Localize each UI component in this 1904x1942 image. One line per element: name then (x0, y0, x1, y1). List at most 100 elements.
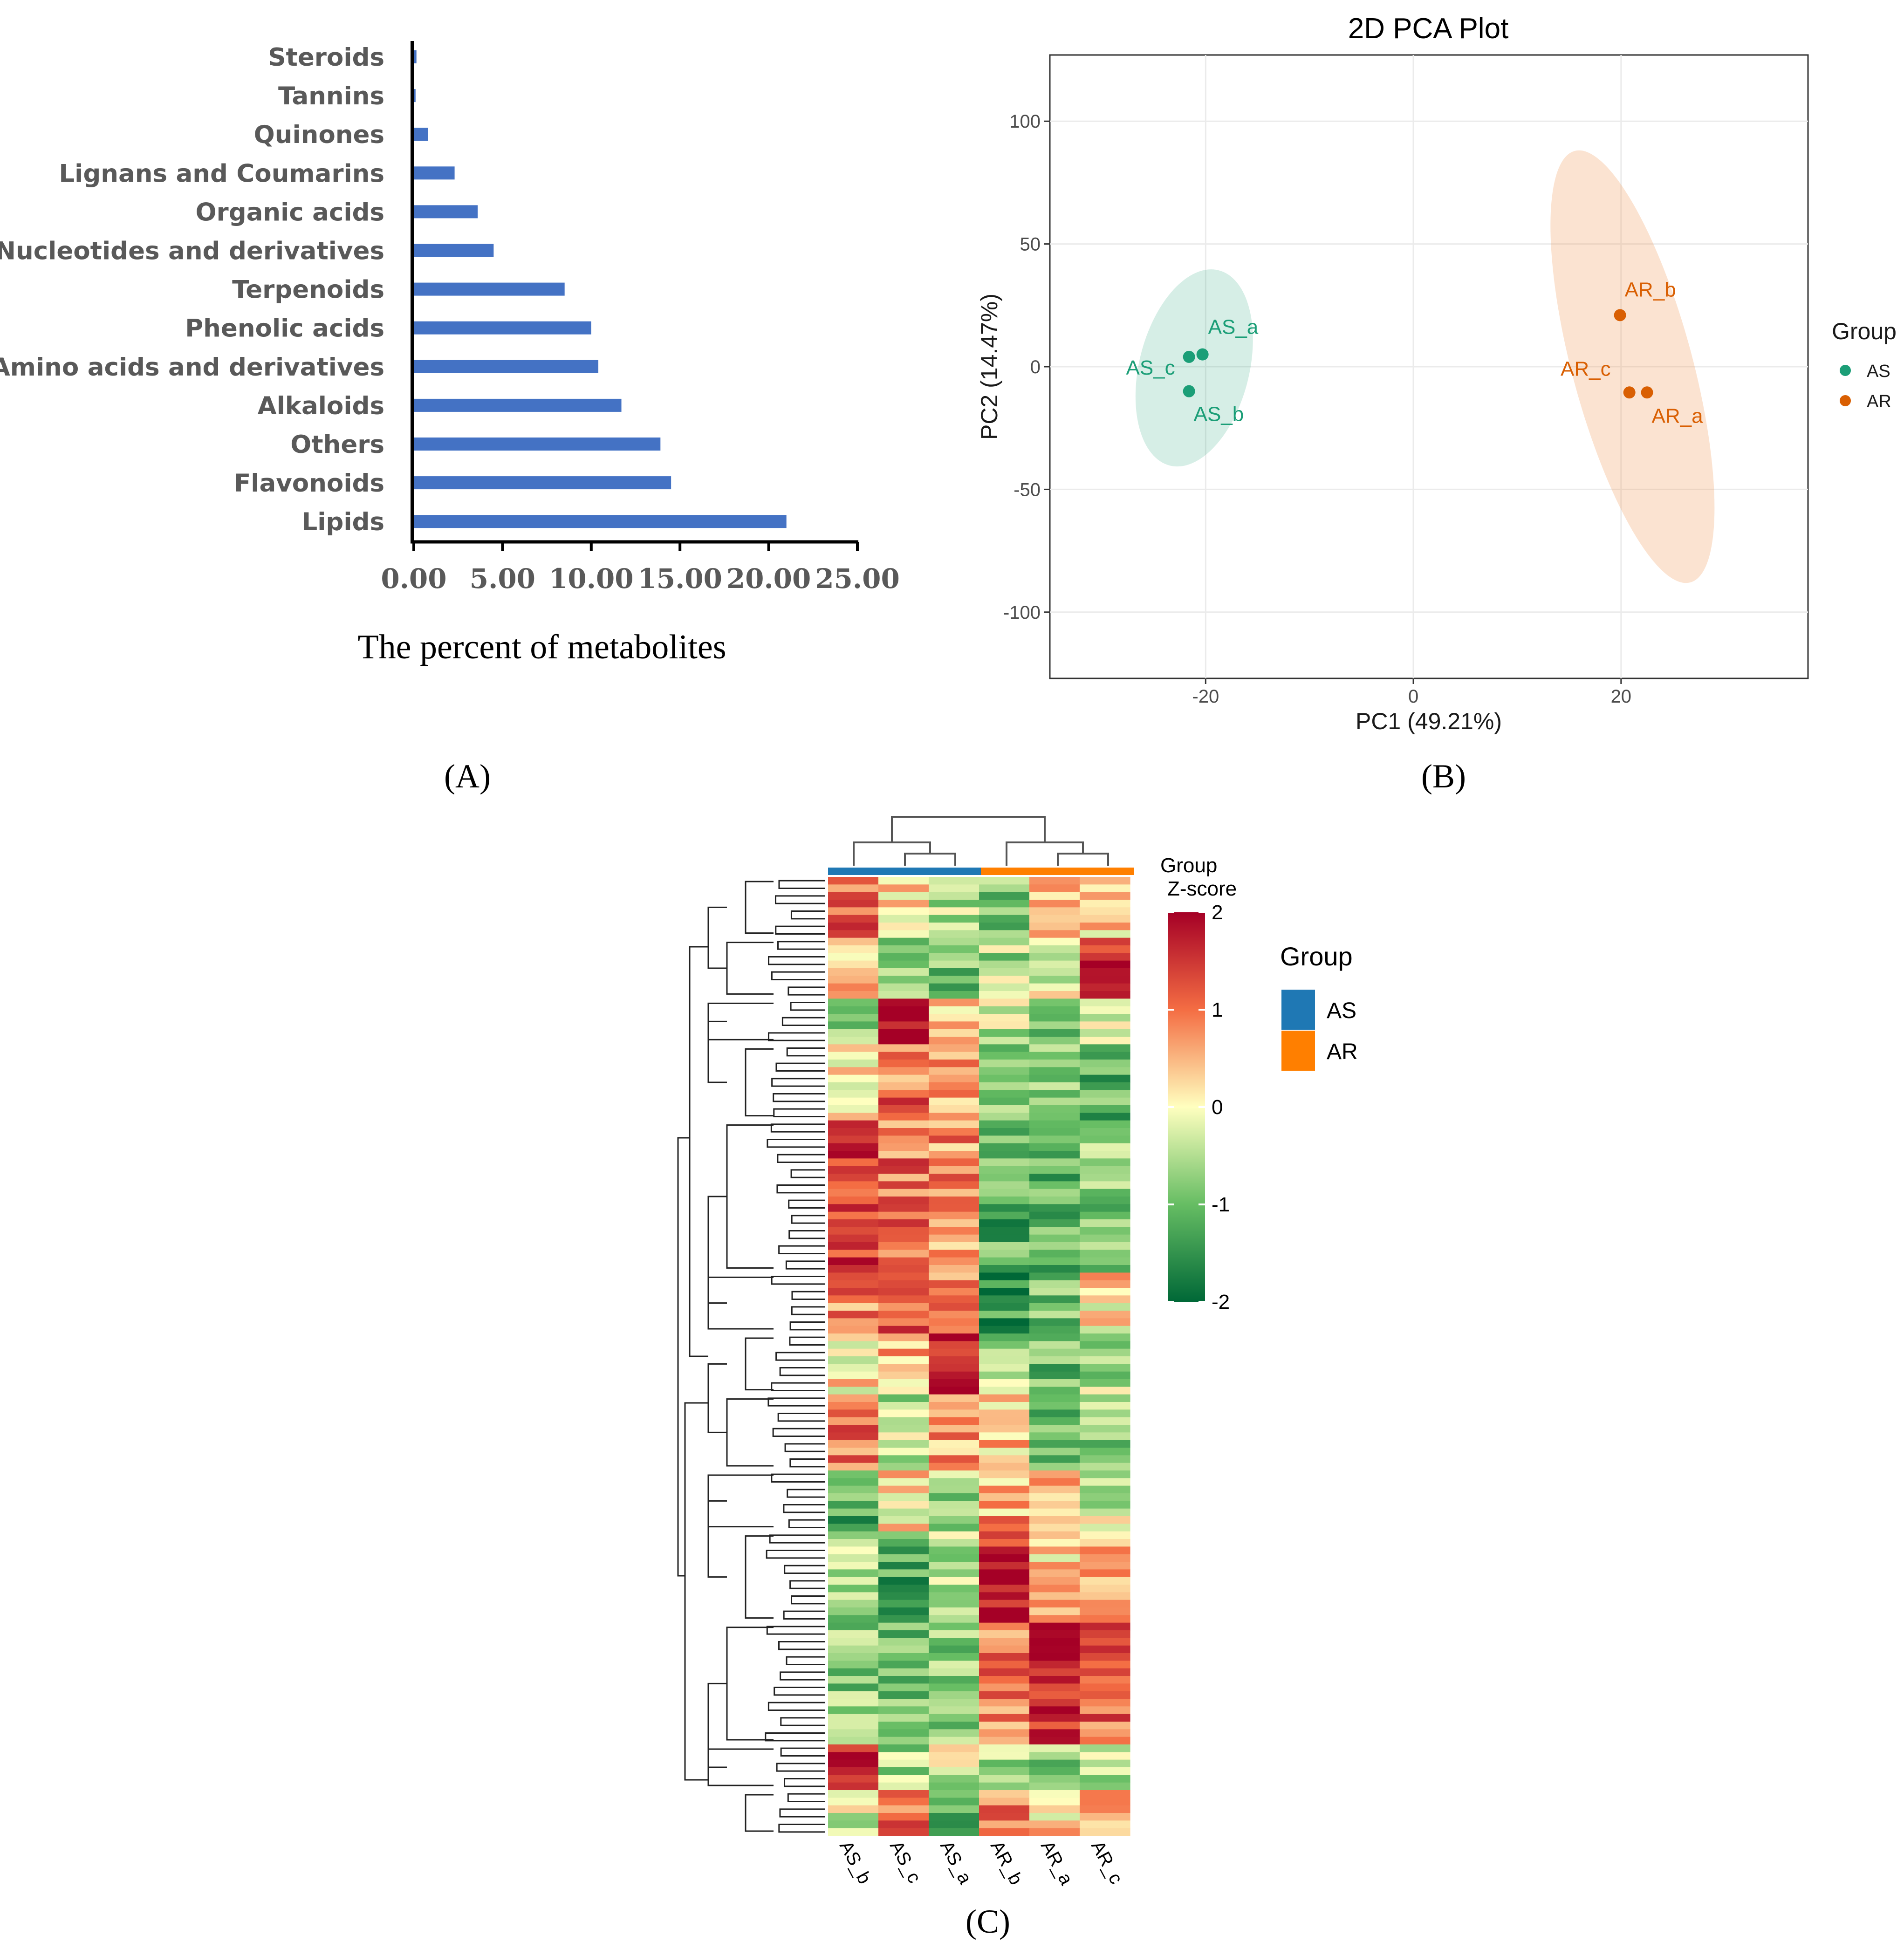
heatmap-cell (929, 1234, 979, 1243)
heatmap-cell (828, 915, 879, 923)
heatmap-cell (929, 923, 979, 930)
pca-point-label: AS_c (1126, 356, 1175, 379)
pca-point (1183, 385, 1195, 397)
heatmap-cell (828, 1546, 879, 1555)
heatmap-cell (1029, 1577, 1080, 1585)
bar (414, 128, 428, 141)
heatmap-cell (979, 884, 1030, 893)
heatmap-cell (979, 1600, 1030, 1608)
heatmap-cell (828, 1790, 879, 1798)
heatmap-cell (929, 1722, 979, 1730)
heatmap-cell (979, 1798, 1030, 1806)
heatmap-cell (1029, 1326, 1080, 1334)
heatmap-cell (828, 1440, 879, 1448)
row-dendrogram (677, 880, 825, 1833)
heatmap-cell (878, 1158, 929, 1167)
heatmap-cell (828, 1470, 879, 1478)
heatmap-cell (878, 1295, 929, 1304)
heatmap-cell (929, 1257, 979, 1265)
heatmap-cell (979, 1630, 1030, 1638)
heatmap-cell (1029, 1638, 1080, 1646)
heatmap-cell (1029, 1699, 1080, 1707)
heatmap-cell (1029, 1706, 1080, 1715)
heatmap-cell (979, 1311, 1030, 1319)
heatmap-cell (1080, 1356, 1130, 1364)
heatmap-cell (979, 1211, 1030, 1220)
heatmap-cell (878, 1044, 929, 1053)
heatmap-cell (979, 998, 1030, 1007)
heatmap-cell (1080, 1630, 1130, 1638)
heatmap-cell (828, 1158, 879, 1167)
heatmap-cell (878, 1706, 929, 1715)
heatmap-cell (1029, 1272, 1080, 1281)
heatmap-cell (929, 1752, 979, 1760)
group-bar-as (828, 868, 981, 875)
heatmap-cell (878, 1729, 929, 1737)
heatmap-cell (979, 1006, 1030, 1014)
heatmap-cell (1080, 1219, 1130, 1227)
heatmap-cell (929, 1105, 979, 1113)
heatmap-cell (979, 1661, 1030, 1669)
heatmap-cell (1029, 1524, 1080, 1532)
heatmap-cell (1080, 1166, 1130, 1174)
heatmap-cell (979, 1767, 1030, 1775)
heatmap-cell (979, 968, 1030, 976)
heatmap-cell (828, 907, 879, 916)
pca-y-tick-label: -100 (1003, 602, 1041, 623)
pca-point-label: AS_b (1194, 403, 1244, 426)
heatmap-cell (979, 1303, 1030, 1311)
heatmap-cell (828, 1348, 879, 1357)
pca-legend-ar-label: AR (1867, 392, 1891, 411)
heatmap-cell (929, 1493, 979, 1501)
heatmap-cell (1029, 1348, 1080, 1357)
heatmap-cell (1080, 1798, 1130, 1806)
heatmap-cell (929, 1508, 979, 1517)
heatmap-cell (979, 1440, 1030, 1448)
heatmap-cell (878, 960, 929, 969)
heatmap-cell (979, 1021, 1030, 1030)
heatmap-cell (929, 1387, 979, 1395)
heatmap-cell (1080, 1113, 1130, 1121)
heatmap-cell (878, 923, 929, 930)
heatmap-cell (878, 1204, 929, 1212)
heatmap-cell (979, 1174, 1030, 1182)
heatmap-cell (878, 1257, 929, 1265)
heatmap-cell (878, 1448, 929, 1456)
heatmap-cell (1029, 877, 1080, 885)
heatmap-cell (929, 1174, 979, 1182)
heatmap-cell (828, 1326, 879, 1334)
heatmap-cell (979, 1151, 1030, 1159)
heatmap-cell (828, 1128, 879, 1136)
heatmap-cell (828, 1508, 879, 1517)
heatmap-cell (979, 1227, 1030, 1235)
heatmap-cell (1080, 1737, 1130, 1745)
heatmap-cell (929, 1592, 979, 1600)
heatmap-cell (1080, 953, 1130, 961)
heatmap-cell (1029, 1470, 1080, 1478)
heatmap-cell (828, 1021, 879, 1030)
heatmap-cell (1029, 968, 1080, 976)
heatmap-cell (929, 1151, 979, 1159)
heatmap-cell (878, 1531, 929, 1539)
heatmap-cell (979, 1501, 1030, 1509)
heatmap-cell (878, 1425, 929, 1433)
bar-series (414, 50, 787, 528)
heatmap-cell (979, 1348, 1030, 1357)
heatmap-cell (1080, 1120, 1130, 1128)
heatmap-cell (979, 1455, 1030, 1463)
heatmap-cell (828, 1828, 879, 1836)
heatmap-cell (1080, 1562, 1130, 1570)
heatmap-cell (1029, 1204, 1080, 1212)
heatmap-cell (1029, 1668, 1080, 1676)
heatmap-cell (1029, 1653, 1080, 1661)
heatmap-cell (1080, 1097, 1130, 1106)
heatmap-cell (878, 968, 929, 976)
heatmap-cell (828, 1166, 879, 1174)
heatmap-cell (1080, 884, 1130, 893)
heatmap-cell (828, 1493, 879, 1501)
heatmap-cell (878, 1219, 929, 1227)
heatmap-cell (828, 1531, 879, 1539)
heatmap-cell (1029, 1387, 1080, 1395)
heatmap-cell (1029, 998, 1080, 1007)
heatmap-cell (1080, 983, 1130, 992)
